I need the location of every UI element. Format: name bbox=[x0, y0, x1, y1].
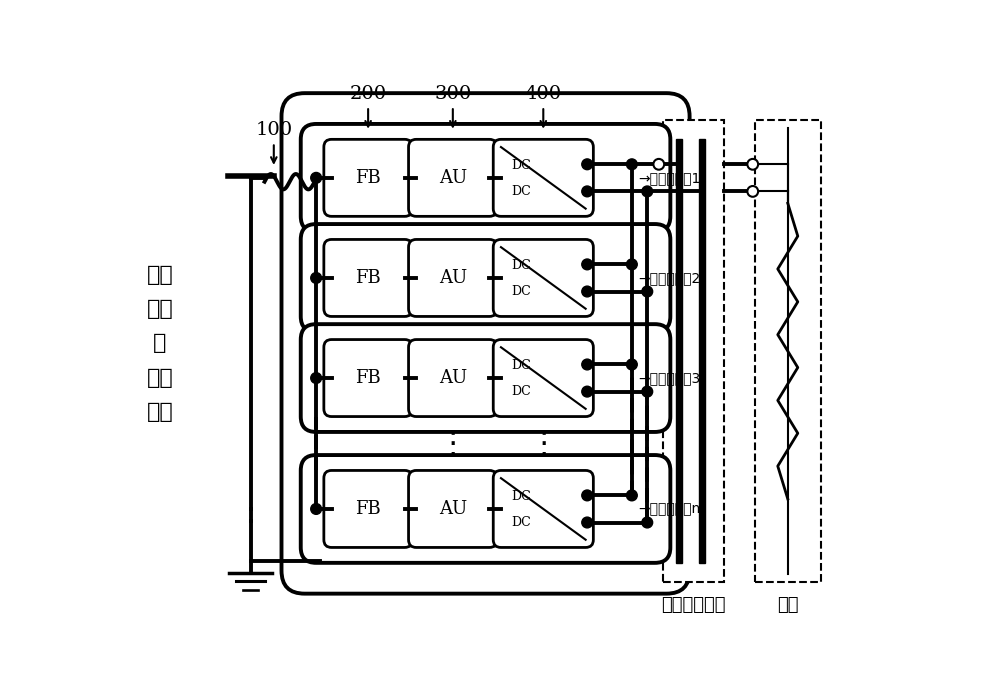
Circle shape bbox=[311, 504, 322, 514]
Text: FB: FB bbox=[355, 500, 381, 518]
Circle shape bbox=[653, 159, 664, 170]
FancyBboxPatch shape bbox=[282, 93, 690, 594]
FancyBboxPatch shape bbox=[324, 239, 412, 316]
FancyBboxPatch shape bbox=[324, 339, 412, 417]
Circle shape bbox=[626, 159, 637, 170]
Text: 300: 300 bbox=[434, 85, 471, 103]
FancyBboxPatch shape bbox=[493, 239, 593, 316]
Bar bbox=[755, 120, 821, 582]
Circle shape bbox=[626, 359, 637, 370]
FancyBboxPatch shape bbox=[409, 239, 497, 316]
Text: AU: AU bbox=[439, 269, 467, 287]
Circle shape bbox=[311, 373, 322, 384]
Text: →子模块电路n: →子模块电路n bbox=[638, 502, 700, 516]
FancyBboxPatch shape bbox=[493, 139, 593, 216]
Text: DC: DC bbox=[511, 490, 531, 503]
Circle shape bbox=[582, 259, 593, 270]
FancyBboxPatch shape bbox=[409, 471, 497, 547]
FancyBboxPatch shape bbox=[301, 124, 670, 232]
Circle shape bbox=[747, 186, 758, 197]
Text: FB: FB bbox=[355, 369, 381, 387]
Text: ⋮: ⋮ bbox=[438, 429, 468, 458]
Text: AU: AU bbox=[439, 500, 467, 518]
Circle shape bbox=[582, 359, 593, 370]
Text: AU: AU bbox=[439, 369, 467, 387]
Text: 负载: 负载 bbox=[777, 596, 799, 614]
Text: AU: AU bbox=[439, 169, 467, 187]
Text: DC: DC bbox=[511, 359, 531, 372]
Circle shape bbox=[582, 490, 593, 500]
Text: DC: DC bbox=[511, 385, 531, 398]
FancyBboxPatch shape bbox=[301, 324, 670, 432]
FancyBboxPatch shape bbox=[493, 339, 593, 417]
Circle shape bbox=[311, 173, 322, 183]
Text: DC: DC bbox=[511, 185, 531, 198]
FancyBboxPatch shape bbox=[409, 139, 497, 216]
Text: DC: DC bbox=[511, 259, 531, 272]
FancyBboxPatch shape bbox=[409, 339, 497, 417]
Circle shape bbox=[582, 517, 593, 528]
Circle shape bbox=[582, 386, 593, 397]
Text: FB: FB bbox=[355, 269, 381, 287]
Circle shape bbox=[626, 490, 637, 500]
Circle shape bbox=[747, 159, 758, 170]
FancyBboxPatch shape bbox=[324, 471, 412, 547]
Circle shape bbox=[582, 286, 593, 297]
Text: 中压
交流
或
直流
电网: 中压 交流 或 直流 电网 bbox=[146, 265, 173, 422]
Text: FB: FB bbox=[355, 169, 381, 187]
Circle shape bbox=[642, 386, 653, 397]
Text: →子模块电路3: →子模块电路3 bbox=[638, 371, 700, 385]
Text: →子模块电路2: →子模块电路2 bbox=[638, 271, 700, 285]
FancyBboxPatch shape bbox=[301, 455, 670, 563]
Circle shape bbox=[582, 186, 593, 197]
Circle shape bbox=[582, 159, 593, 170]
Circle shape bbox=[642, 286, 653, 297]
Text: 400: 400 bbox=[525, 85, 562, 103]
Circle shape bbox=[626, 259, 637, 270]
Circle shape bbox=[311, 273, 322, 284]
Bar bbox=[699, 139, 705, 563]
Text: DC: DC bbox=[511, 285, 531, 298]
Bar bbox=[676, 139, 682, 563]
Text: ⋮: ⋮ bbox=[528, 429, 559, 458]
Circle shape bbox=[642, 517, 653, 528]
Text: 200: 200 bbox=[350, 85, 387, 103]
FancyBboxPatch shape bbox=[301, 224, 670, 332]
Text: 低压直流电网: 低压直流电网 bbox=[661, 596, 726, 614]
Text: →子模块电路1: →子模块电路1 bbox=[638, 171, 700, 185]
Text: 100: 100 bbox=[255, 121, 292, 139]
Circle shape bbox=[642, 186, 653, 197]
Text: DC: DC bbox=[511, 516, 531, 529]
FancyBboxPatch shape bbox=[493, 471, 593, 547]
Bar bbox=[663, 120, 724, 582]
FancyBboxPatch shape bbox=[324, 139, 412, 216]
Text: DC: DC bbox=[511, 159, 531, 172]
